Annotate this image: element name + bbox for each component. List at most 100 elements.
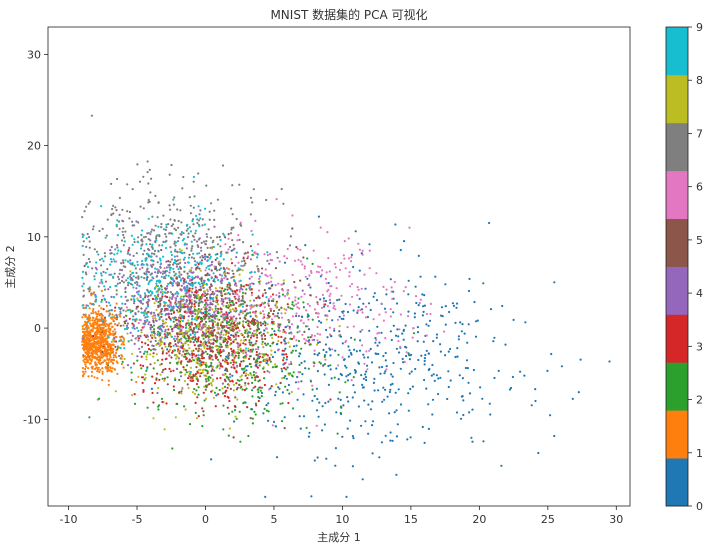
data-point-digit-8 [144,373,147,376]
data-point-digit-6 [295,339,298,342]
data-point-digit-3 [195,289,198,292]
data-point-digit-0 [313,394,316,398]
data-point-digit-6 [286,324,289,328]
data-point-digit-3 [176,284,179,287]
data-point-digit-3 [234,354,237,357]
data-point-digit-8 [219,322,222,325]
data-point-digit-4 [209,293,212,296]
data-point-digit-5 [299,279,302,282]
data-point-digit-7 [132,315,135,318]
data-point-digit-5 [227,233,230,236]
data-point-digit-0 [313,459,316,462]
data-point-digit-6 [419,298,422,301]
data-point-digit-9 [142,311,145,314]
data-point-digit-0 [330,377,333,380]
data-point-digit-1 [83,343,86,346]
data-point-digit-5 [220,294,223,298]
data-point-digit-5 [229,373,232,376]
data-point-digit-0 [435,374,438,377]
data-point-digit-3 [254,385,257,388]
data-point-digit-4 [244,351,247,354]
data-point-digit-6 [297,371,300,374]
data-point-digit-6 [300,295,303,298]
data-point-digit-0 [390,338,393,342]
data-point-digit-2 [258,364,261,367]
data-point-digit-2 [336,432,339,435]
data-point-digit-0 [390,373,393,376]
data-point-digit-6 [288,363,291,366]
data-point-digit-5 [253,322,256,325]
data-point-digit-2 [251,350,254,353]
data-point-digit-6 [264,268,267,271]
data-point-digit-3 [268,356,271,359]
data-point-digit-9 [251,233,254,236]
data-point-digit-6 [268,371,271,374]
data-point-digit-8 [271,336,274,340]
data-point-digit-7 [185,247,188,250]
data-point-digit-3 [191,354,194,357]
data-point-digit-8 [205,397,208,400]
data-point-digit-8 [113,314,116,317]
data-point-digit-5 [250,320,253,323]
data-point-digit-9 [198,310,202,313]
data-point-digit-3 [151,391,154,395]
data-point-digit-3 [133,393,136,396]
data-point-digit-1 [93,346,96,349]
data-point-digit-7 [125,299,128,302]
data-point-digit-0 [315,387,318,390]
data-point-digit-0 [288,325,291,329]
data-point-digit-5 [224,236,227,239]
data-point-digit-8 [234,415,237,418]
data-point-digit-4 [200,308,203,311]
data-point-digit-6 [125,306,128,309]
data-point-digit-0 [345,366,348,369]
data-point-digit-0 [300,380,303,383]
data-point-digit-6 [234,284,238,287]
data-point-digit-3 [324,303,327,306]
data-point-digit-2 [158,333,161,336]
data-point-digit-8 [235,325,238,328]
data-point-digit-8 [174,416,177,419]
data-point-digit-0 [467,323,470,326]
data-point-digit-8 [241,269,244,272]
data-point-digit-0 [501,304,504,308]
data-point-digit-4 [174,244,177,247]
data-point-digit-2 [261,340,264,343]
data-point-digit-9 [171,282,174,285]
data-point-digit-1 [84,370,87,373]
data-point-digit-0 [344,302,347,306]
data-point-digit-3 [202,391,205,394]
data-point-digit-9 [222,232,225,235]
data-point-digit-6 [350,256,353,259]
data-point-digit-4 [200,249,203,252]
data-point-digit-6 [313,308,316,311]
data-point-digit-4 [108,273,111,276]
data-point-digit-5 [191,329,194,332]
data-point-digit-5 [202,315,205,318]
data-point-digit-7 [102,321,105,324]
data-point-digit-0 [363,356,366,359]
data-point-digit-7 [289,235,292,238]
data-point-digit-0 [460,330,463,333]
data-point-digit-7 [105,234,108,237]
x-tick-label: 20 [472,513,486,526]
data-point-digit-5 [204,315,207,318]
data-point-digit-4 [150,312,153,315]
data-point-digit-0 [352,384,355,387]
data-point-digit-1 [87,348,90,351]
data-point-digit-1 [104,325,107,328]
data-point-digit-6 [347,257,351,260]
data-point-digit-0 [353,348,356,351]
data-point-digit-2 [287,306,290,309]
data-point-digit-0 [323,373,326,376]
data-point-digit-5 [239,317,242,320]
data-point-digit-7 [140,239,143,242]
data-point-digit-5 [263,334,267,337]
data-point-digit-9 [100,205,103,208]
data-point-digit-3 [202,356,205,360]
data-point-digit-6 [324,277,327,280]
data-point-digit-9 [131,272,134,275]
data-point-digit-2 [152,328,156,331]
data-point-digit-9 [81,285,84,288]
data-point-digit-0 [302,393,305,396]
